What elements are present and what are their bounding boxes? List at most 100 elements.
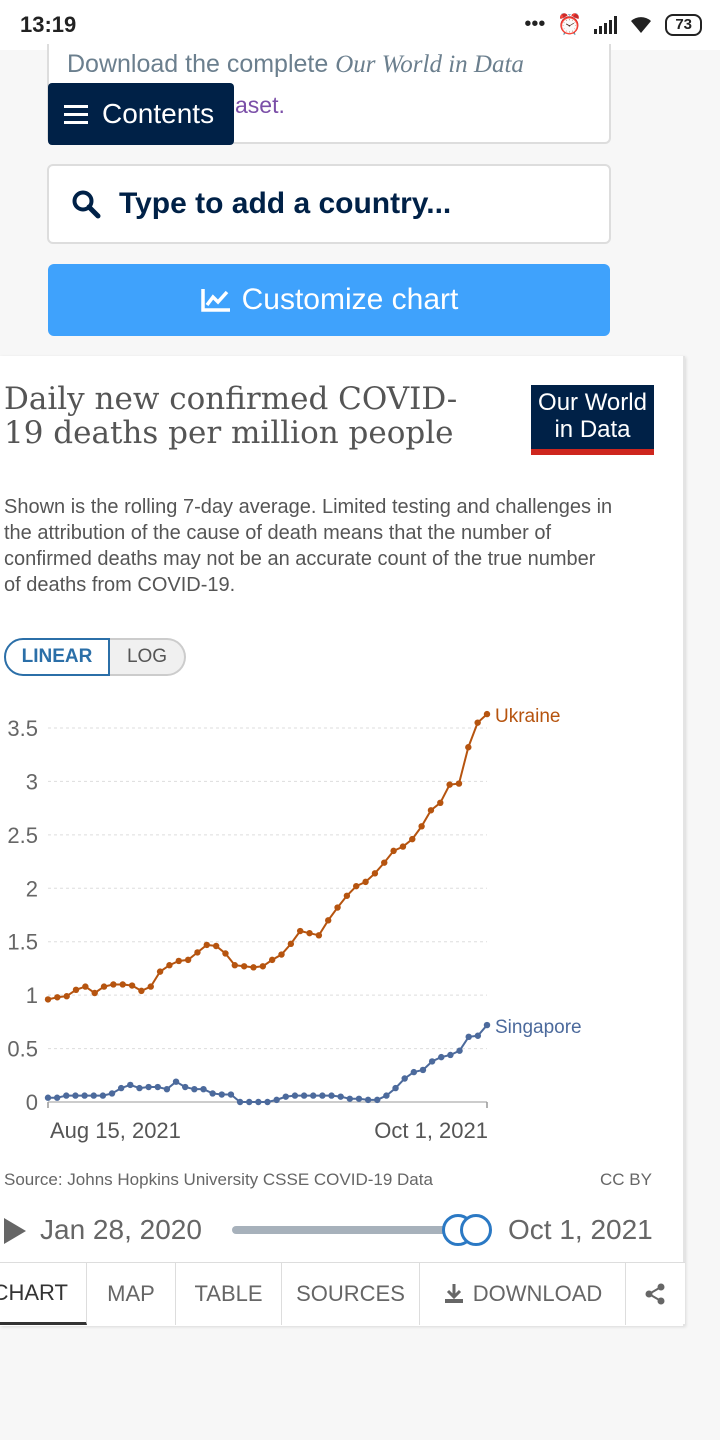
chart-card: Daily new confirmed COVID-19 deaths per …	[0, 356, 685, 1326]
status-time: 13:19	[20, 12, 77, 37]
dataset-link[interactable]: aset.	[235, 92, 285, 118]
data-point	[392, 1084, 399, 1092]
share-button[interactable]	[626, 1263, 684, 1325]
data-point	[54, 994, 61, 1001]
data-point	[91, 989, 98, 997]
y-tick-label: 3.5	[7, 716, 38, 741]
data-point	[250, 964, 257, 971]
data-point	[419, 1066, 427, 1074]
data-point	[203, 941, 210, 949]
data-point	[82, 983, 89, 990]
tab-table[interactable]: TABLE	[176, 1263, 282, 1325]
x-tick-label: Aug 15, 2021	[50, 1118, 181, 1143]
play-icon[interactable]	[4, 1218, 26, 1244]
chart-source[interactable]: Source: Johns Hopkins University CSSE CO…	[4, 1170, 433, 1189]
search-placeholder: Type to add a country...	[119, 187, 452, 220]
data-point	[364, 1096, 372, 1104]
contents-button-label: Contents	[102, 98, 215, 129]
series-line	[48, 1024, 488, 1103]
scale-toggle: LINEAR LOG	[4, 638, 186, 676]
data-point	[191, 1085, 198, 1093]
download-icon	[444, 1284, 463, 1303]
line-chart: 0 0.5 1 1.5 2 2.5 3 3.5 Aug 15, 2021 Oct 1, 2021 U…	[7, 706, 581, 1143]
data-point	[483, 1021, 491, 1029]
data-point	[246, 1098, 253, 1106]
log-scale-button[interactable]: LOG	[110, 638, 186, 676]
data-point	[346, 1095, 354, 1102]
timeline-track[interactable]	[232, 1226, 470, 1234]
data-point	[119, 981, 126, 988]
data-point	[222, 950, 229, 957]
data-point	[410, 1068, 418, 1076]
data-point	[399, 843, 407, 850]
data-point	[99, 1092, 107, 1099]
tab-sources[interactable]: SOURCES	[282, 1263, 420, 1325]
tab-download[interactable]: DOWNLOAD	[420, 1263, 626, 1325]
data-point	[291, 1092, 299, 1099]
data-point	[355, 1095, 363, 1102]
data-point	[268, 956, 276, 964]
data-point	[117, 1084, 125, 1092]
data-point	[273, 1096, 280, 1104]
data-point	[240, 963, 248, 970]
data-point	[236, 1098, 244, 1106]
data-point	[465, 1033, 472, 1041]
data-point	[145, 1083, 152, 1091]
data-point	[343, 892, 351, 899]
data-point	[147, 983, 154, 990]
logo-line-1: Our World	[538, 389, 647, 416]
data-point	[362, 878, 369, 886]
share-icon	[645, 1283, 665, 1305]
tab-map[interactable]: MAP	[87, 1263, 176, 1325]
data-point	[300, 1092, 308, 1099]
data-point	[163, 1085, 171, 1093]
data-point	[465, 744, 472, 751]
customize-chart-button[interactable]: Customize chart	[48, 264, 610, 336]
data-point	[172, 1078, 180, 1085]
timeline-end-handle[interactable]	[460, 1214, 492, 1246]
data-point	[136, 1084, 143, 1092]
data-point	[53, 1094, 61, 1101]
data-point	[296, 927, 304, 935]
alarm-icon: ⏰	[557, 14, 583, 36]
data-point	[315, 932, 323, 939]
data-point	[390, 847, 397, 855]
signal-icon	[594, 15, 618, 34]
linear-scale-button[interactable]: LINEAR	[4, 638, 110, 676]
status-bar: 13:19 ••• ⏰ 73	[0, 0, 720, 50]
status-icons: ••• ⏰ 73	[524, 12, 702, 37]
data-point	[259, 963, 267, 970]
tab-chart[interactable]: CHART	[0, 1263, 87, 1325]
owid-logo[interactable]: Our World in Data	[531, 385, 654, 455]
data-point	[401, 1075, 408, 1082]
data-point	[337, 1093, 344, 1100]
y-tick-label: 0	[26, 1090, 38, 1115]
data-point	[287, 940, 295, 948]
data-point	[231, 962, 239, 969]
data-point	[209, 1090, 216, 1097]
chart-title: Daily new confirmed COVID-19 deaths per …	[4, 381, 458, 451]
series-line	[47, 713, 488, 1001]
data-point	[310, 1092, 317, 1099]
chart-subtitle: Shown is the rolling 7-day average. Limi…	[4, 496, 613, 596]
data-point	[156, 968, 164, 975]
data-point	[63, 993, 70, 1000]
data-point	[108, 1090, 116, 1097]
data-point	[200, 1085, 207, 1093]
line-chart-icon	[200, 289, 230, 312]
data-point	[44, 996, 52, 1003]
tab-download-label: DOWNLOAD	[472, 1281, 603, 1306]
data-point	[100, 983, 108, 990]
country-search-input[interactable]: Type to add a country...	[47, 164, 611, 244]
data-point	[409, 835, 416, 843]
y-tick-label: 3	[26, 769, 38, 794]
contents-button[interactable]: Contents	[48, 83, 234, 145]
chart-license[interactable]: CC BY	[600, 1170, 652, 1189]
data-point	[181, 1083, 189, 1091]
data-point	[72, 986, 80, 993]
menu-icon	[64, 104, 88, 124]
download-text: Download the complete Our World in Data	[67, 50, 524, 78]
chart-tabs: CHART MAP TABLE SOURCES DOWNLOAD	[0, 1262, 685, 1325]
wifi-icon	[631, 16, 652, 33]
data-point	[227, 1091, 235, 1098]
